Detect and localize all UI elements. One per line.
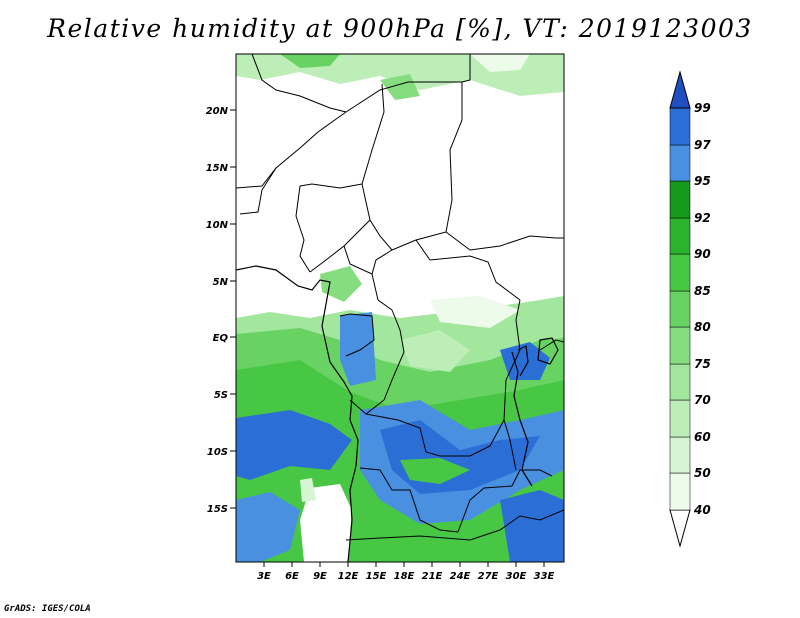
lat-label: 5N [213, 277, 229, 288]
lat-label: EQ [213, 333, 229, 344]
colorbar [669, 70, 691, 548]
colorbar-segment [669, 472, 691, 511]
colorbar-label: 97 [694, 138, 711, 152]
map-frame [235, 53, 565, 563]
colorbar-label: 95 [694, 174, 711, 188]
lat-label: 20N [206, 106, 229, 117]
colorbar-label: 70 [694, 393, 711, 407]
humidity-field [236, 54, 564, 562]
lon-label: 18E [394, 571, 415, 582]
colorbar-labels: 40 50 60 70 75 80 85 90 92 95 97 99 [693, 101, 711, 517]
colorbar-label: 99 [694, 101, 711, 115]
lat-label: 5S [214, 390, 228, 401]
lat-label: 15N [206, 163, 229, 174]
lat-label: 10N [206, 220, 229, 231]
lon-label: 21E [422, 571, 443, 582]
colorbar-label: 75 [694, 357, 711, 371]
colorbar-segment [669, 290, 691, 328]
lon-label: 24E [450, 571, 471, 582]
country-borders [236, 54, 564, 541]
lon-label: 15E [366, 571, 387, 582]
colorbar-label: 80 [694, 320, 711, 334]
colorbar-label: 40 [693, 503, 711, 517]
colorbar-label: 60 [694, 430, 711, 444]
lat-axis [230, 109, 236, 509]
lon-axis [263, 562, 545, 567]
colorbar-top-triangle [669, 70, 691, 109]
colorbar-segment [669, 217, 691, 255]
colorbar-segment [669, 253, 691, 292]
lon-label: 9E [313, 571, 327, 582]
colorbar-segment [669, 144, 691, 182]
coastlines [236, 265, 559, 562]
colorbar-label: 50 [694, 466, 711, 480]
colorbar-segment [669, 180, 691, 219]
colorbar-label: 92 [694, 211, 711, 225]
colorbar-segment [669, 326, 691, 365]
colorbar-label: 90 [694, 247, 711, 261]
lon-label: 6E [285, 571, 299, 582]
lon-labels: 3E 6E 9E 12E 15E 18E 21E 24E 27E 30E 33E [257, 571, 554, 582]
grads-credit: GrADS: IGES/COLA [4, 604, 91, 614]
colorbar-segment [669, 399, 691, 438]
lon-label: 12E [338, 571, 359, 582]
colorbar-segment [669, 436, 691, 474]
lon-label: 27E [478, 571, 499, 582]
lat-labels: 20N 15N 10N 5N EQ 5S 10S 15S [206, 106, 229, 515]
lon-label: 33E [534, 571, 555, 582]
map-title: Relative humidity at 900hPa [%], VT: 201… [47, 14, 753, 43]
lat-label: 15S [207, 504, 228, 515]
colorbar-bottom-triangle [669, 509, 691, 548]
lat-label: 10S [207, 447, 228, 458]
colorbar-segment [669, 363, 691, 401]
colorbar-label: 85 [694, 284, 711, 298]
lon-label: 30E [506, 571, 527, 582]
colorbar-segment [669, 107, 691, 146]
lon-label: 3E [257, 571, 271, 582]
